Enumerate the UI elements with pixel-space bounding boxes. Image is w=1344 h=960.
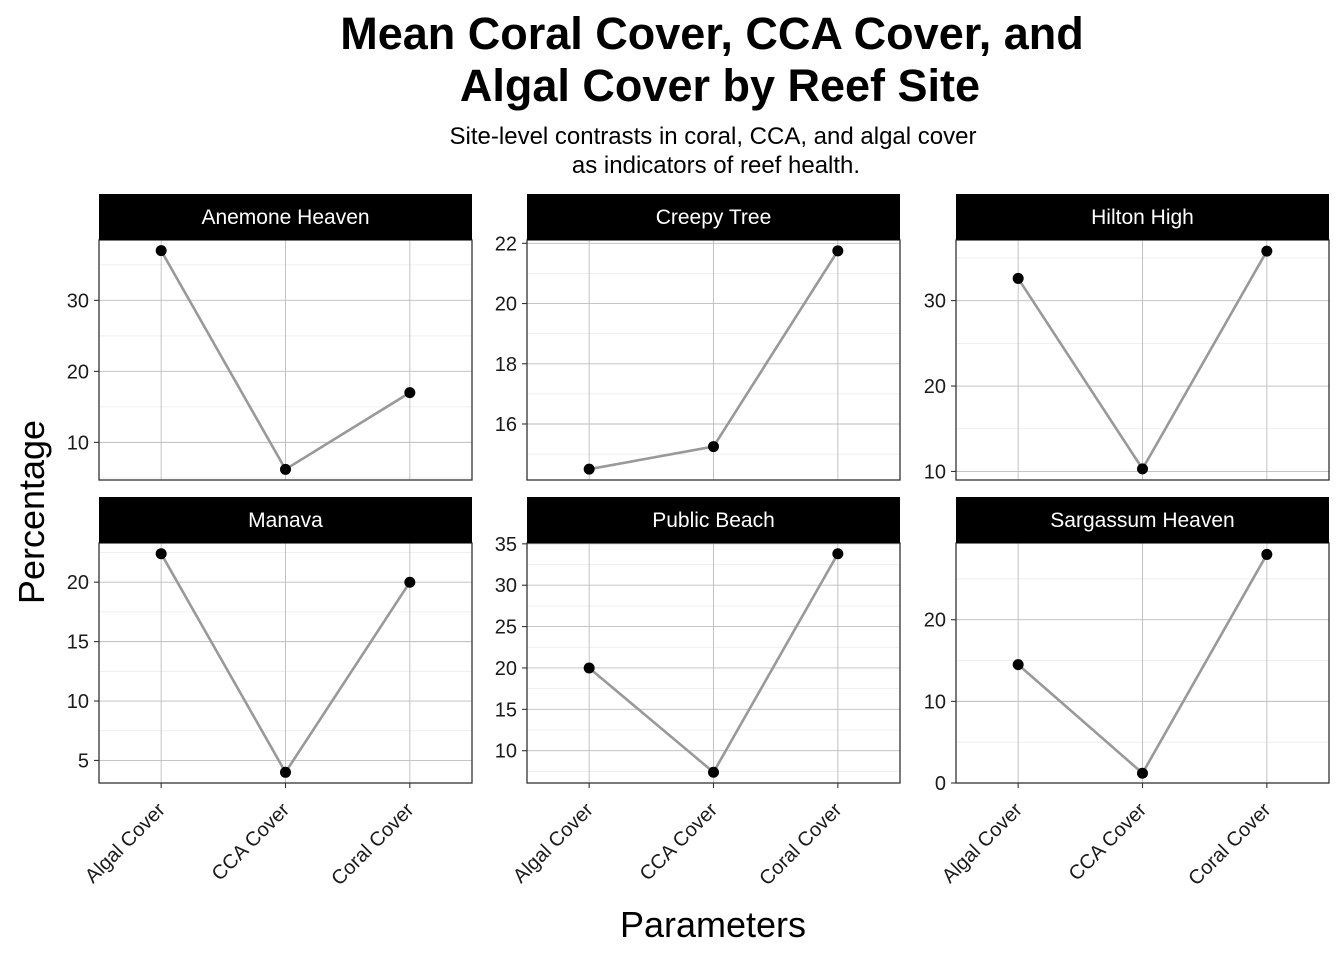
data-point-algal-cover xyxy=(583,463,595,475)
strip-background xyxy=(956,497,1329,543)
chart-subtitle-line-1: Site-level contrasts in coral, CCA, and … xyxy=(450,123,977,150)
data-point-coral-cover xyxy=(832,548,844,560)
x-tick-label-coral-cover: Coral Cover xyxy=(327,799,418,890)
x-tick-label-cca-cover: CCA Cover xyxy=(1065,799,1152,886)
strip-background xyxy=(99,497,472,543)
y-tick-label: 20 xyxy=(495,294,517,316)
data-point-cca-cover xyxy=(708,766,719,778)
chart-title-line-1: Mean Coral Cover, CCA Cover, and xyxy=(340,8,1084,59)
strip-background xyxy=(527,497,900,543)
y-tick-label: 10 xyxy=(495,741,517,763)
y-axis-title: Percentage xyxy=(11,420,52,604)
facet-manava: Manava 5 10 15 20 Algal Cover CCA Cover Coral C… xyxy=(67,497,473,890)
facet-panels: Anemone Heaven 10 20 30 Creepy Tree 16 18 20 22 H… xyxy=(67,194,1330,890)
x-tick-label-algal-cover: Algal Cover xyxy=(938,799,1027,888)
x-tick-label-algal-cover: Algal Cover xyxy=(81,799,170,888)
y-tick-label: 10 xyxy=(67,432,89,454)
y-tick-label: 35 xyxy=(495,534,517,556)
data-point-coral-cover xyxy=(404,387,416,399)
x-axis-title: Parameters xyxy=(620,904,806,945)
data-point-coral-cover xyxy=(1261,245,1273,257)
data-point-algal-cover xyxy=(1012,659,1024,671)
y-tick-label: 22 xyxy=(495,233,517,255)
data-point-algal-cover xyxy=(155,548,167,560)
data-point-cca-cover xyxy=(280,463,291,475)
y-tick-label: 20 xyxy=(67,572,89,594)
y-tick-label: 20 xyxy=(67,361,89,383)
y-tick-label: 15 xyxy=(67,632,89,654)
data-point-algal-cover xyxy=(1012,272,1024,284)
chart-subtitle-line-2: as indicators of reef health. xyxy=(572,152,860,179)
y-tick-label: 5 xyxy=(78,750,89,772)
strip-background xyxy=(956,194,1329,240)
data-point-cca-cover xyxy=(280,766,291,778)
strip-label: Creepy Tree xyxy=(656,206,772,229)
x-tick-label-coral-cover: Coral Cover xyxy=(755,799,846,890)
x-tick-label-cca-cover: CCA Cover xyxy=(208,799,295,886)
data-point-coral-cover xyxy=(832,245,844,257)
y-tick-label: 10 xyxy=(67,691,89,713)
x-tick-label-algal-cover: Algal Cover xyxy=(509,799,598,888)
facet-public-beach: Public Beach 10 15 20 25 30 35 Algal Cover CCA C… xyxy=(495,497,901,890)
y-tick-label: 20 xyxy=(495,658,517,680)
y-tick-label: 20 xyxy=(924,610,946,632)
strip-label: Sargassum Heaven xyxy=(1050,509,1234,532)
facet-anemone-heaven: Anemone Heaven 10 20 30 xyxy=(67,194,473,481)
y-tick-label: 16 xyxy=(495,414,517,436)
facet-creepy-tree: Creepy Tree 16 18 20 22 xyxy=(495,194,901,481)
data-point-coral-cover xyxy=(404,576,416,588)
strip-label: Public Beach xyxy=(652,509,775,532)
data-point-cca-cover xyxy=(1137,463,1148,475)
y-tick-label: 30 xyxy=(67,290,89,312)
facet-sargassum-heaven: Sargassum Heaven 0 10 20 Algal Cover CCA Cove… xyxy=(924,497,1330,890)
x-tick-label-cca-cover: CCA Cover xyxy=(636,799,723,886)
chart-title-line-2: Algal Cover by Reef Site xyxy=(460,60,980,111)
x-tick-label-coral-cover: Coral Cover xyxy=(1184,799,1275,890)
y-tick-label: 15 xyxy=(495,699,517,721)
strip-background xyxy=(527,194,900,240)
y-tick-label: 20 xyxy=(924,376,946,398)
facet-hilton-high: Hilton High 10 20 30 xyxy=(924,194,1330,483)
strip-label: Anemone Heaven xyxy=(201,206,369,229)
y-tick-label: 10 xyxy=(924,691,946,713)
data-point-cca-cover xyxy=(1137,767,1148,779)
y-tick-label: 0 xyxy=(935,773,946,795)
data-point-algal-cover xyxy=(155,245,167,257)
data-point-cca-cover xyxy=(708,441,719,453)
y-tick-label: 18 xyxy=(495,354,517,376)
y-tick-label: 30 xyxy=(495,575,517,597)
y-tick-label: 10 xyxy=(924,461,946,483)
strip-background xyxy=(99,194,472,240)
strip-label: Manava xyxy=(248,509,323,532)
data-point-coral-cover xyxy=(1261,548,1273,560)
y-tick-label: 30 xyxy=(924,291,946,313)
y-tick-label: 25 xyxy=(495,617,517,639)
data-point-algal-cover xyxy=(583,662,595,674)
strip-label: Hilton High xyxy=(1091,206,1194,229)
